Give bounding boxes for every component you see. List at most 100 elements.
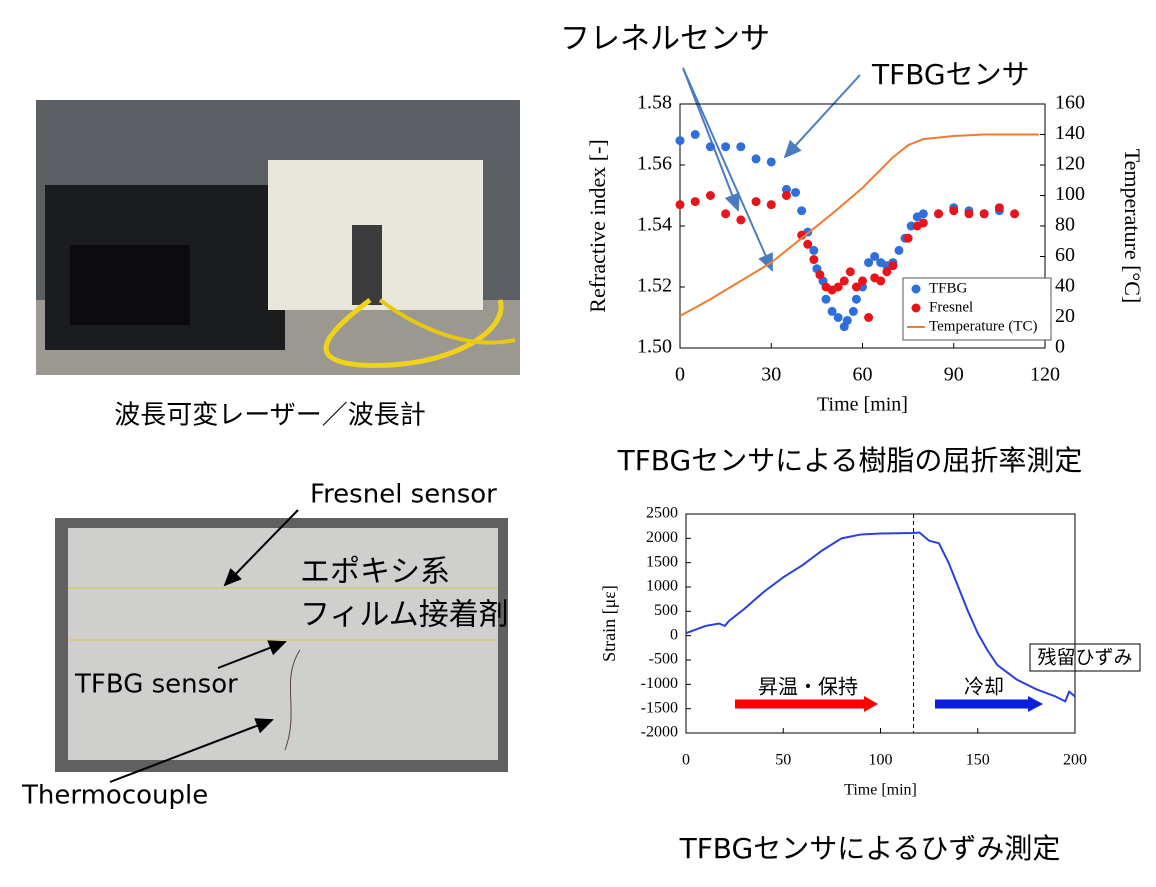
annotation: フレネルセンサ <box>560 22 770 57</box>
data-point <box>705 142 715 152</box>
y-tick-label: -2000 <box>641 724 678 741</box>
x-tick-label: 60 <box>853 364 873 386</box>
data-point <box>864 313 874 322</box>
data-point <box>833 313 843 322</box>
y2-tick-label: 80 <box>1055 214 1075 236</box>
data-point <box>848 306 858 316</box>
label-adhesive: フィルム接着剤 <box>300 598 509 633</box>
label-adhesive: エポキシ系 <box>300 555 450 590</box>
arrow <box>217 640 287 669</box>
data-point <box>851 294 861 304</box>
y-tick-label: -1500 <box>641 699 678 716</box>
y2-tick-label: 120 <box>1055 153 1085 175</box>
data-point <box>791 187 801 197</box>
data-point <box>809 255 819 265</box>
annotation: TFBGセンサ <box>871 58 1030 91</box>
chart-title: TFBGセンサによる樹脂の屈折率測定 <box>617 444 1083 477</box>
data-point <box>964 209 974 219</box>
x-tick-label: 90 <box>944 364 964 386</box>
data-point <box>766 200 776 210</box>
data-point <box>882 267 892 277</box>
arrow <box>682 67 740 212</box>
legend-swatch <box>911 284 921 294</box>
data-point <box>1010 209 1020 219</box>
photo-laser <box>36 100 520 375</box>
photo-caption: 波長可変レーザー／波長計 <box>114 401 425 431</box>
y-tick-label: 2000 <box>646 529 678 546</box>
y-tick-label: 1.50 <box>637 336 672 358</box>
x-axis-label: Time [min] <box>817 394 908 416</box>
data-point <box>705 191 715 200</box>
data-point <box>781 191 791 200</box>
y2-tick-label: 60 <box>1055 244 1075 266</box>
y-tick-label: 1.56 <box>637 153 672 175</box>
data-point <box>864 258 874 268</box>
x-tick-label: 0 <box>675 364 685 386</box>
label-thermocouple: Thermocouple <box>21 781 208 811</box>
data-point <box>736 215 746 225</box>
x-tick-label: 50 <box>775 752 791 769</box>
label-tfbg: TFBG sensor <box>74 670 238 700</box>
data-point <box>979 209 989 219</box>
data-point <box>851 282 861 292</box>
arrow-head <box>864 696 878 712</box>
data-point <box>721 209 731 219</box>
data-point <box>918 218 928 228</box>
legend-swatch <box>911 303 921 313</box>
annotation: 昇温・保持 <box>758 675 858 699</box>
x-axis-label: Time [min] <box>844 782 917 799</box>
legend-box <box>902 277 1052 341</box>
data-point <box>809 245 819 255</box>
annotation: 残留ひずみ <box>1037 647 1132 669</box>
data-point <box>934 209 944 219</box>
data-point <box>949 206 959 216</box>
arrow <box>682 67 773 272</box>
data-point <box>675 136 685 146</box>
data-point <box>736 142 746 152</box>
data-point <box>751 154 761 164</box>
y-tick-label: 0 <box>670 626 678 643</box>
x-tick-label: 150 <box>966 752 990 769</box>
y-axis-label: Refractive index [-] <box>585 139 610 312</box>
data-point <box>888 261 898 271</box>
y2-tick-label: 100 <box>1055 183 1085 205</box>
data-point <box>690 130 700 139</box>
annotation-box <box>1029 643 1141 672</box>
data-point <box>675 200 685 210</box>
data-point <box>721 142 731 152</box>
y-tick-label: 500 <box>654 602 678 619</box>
data-point <box>821 294 831 304</box>
data-point <box>797 206 807 216</box>
data-point <box>870 252 880 261</box>
data-point <box>876 276 886 286</box>
data-point <box>842 316 852 326</box>
x-tick-label: 200 <box>1063 752 1087 769</box>
y-axis-label: Strain [με] <box>599 585 619 662</box>
y2-tick-label: 40 <box>1055 275 1075 297</box>
y-tick-label: 1.52 <box>637 275 672 297</box>
y2-tick-label: 0 <box>1055 336 1065 358</box>
data-point <box>994 203 1004 213</box>
data-point <box>803 239 813 249</box>
y-tick-label: -500 <box>649 651 678 668</box>
y2-tick-label: 160 <box>1055 92 1085 114</box>
data-point <box>833 282 843 292</box>
data-point <box>839 276 849 286</box>
data-point <box>858 276 867 286</box>
x-tick-label: 100 <box>869 752 893 769</box>
legend-label: Fresnel <box>929 299 973 315</box>
series-line <box>679 133 1039 317</box>
y-tick-label: 2500 <box>646 505 678 522</box>
y2-tick-label: 20 <box>1055 305 1075 327</box>
data-point <box>845 267 855 277</box>
x-tick-label: 0 <box>682 752 690 769</box>
annotation: 冷却 <box>964 675 1004 699</box>
data-point <box>827 306 837 316</box>
data-point <box>751 197 761 207</box>
x-tick-label: 120 <box>1030 364 1060 386</box>
arrow <box>783 74 861 159</box>
y-tick-label: 1.54 <box>637 214 672 236</box>
x-tick-label: 30 <box>761 364 781 386</box>
data-point <box>903 233 913 243</box>
